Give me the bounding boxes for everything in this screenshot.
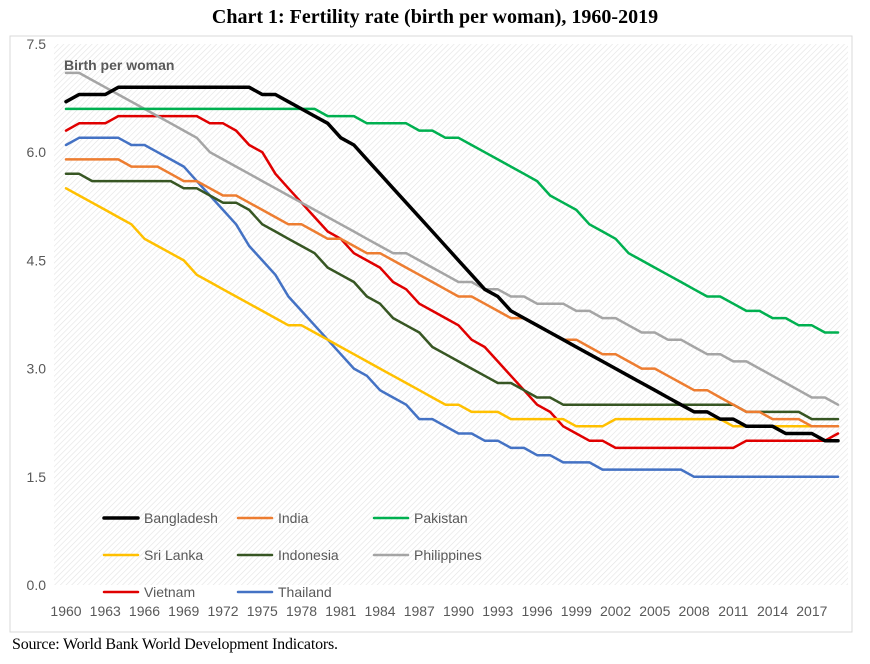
x-tick-label: 1966: [129, 603, 160, 619]
legend-label: Philippines: [414, 547, 482, 563]
legend-label: Indonesia: [278, 547, 339, 563]
series-line-thailand: [64, 136, 840, 479]
y-tick-label: 1.5: [27, 469, 47, 485]
x-tick-label: 1960: [50, 603, 81, 619]
series-line-sri-lanka: [64, 187, 840, 428]
x-tick-label: 1984: [364, 603, 395, 619]
series-line-bangladesh: [64, 85, 840, 443]
y-axis-label: Birth per woman: [64, 57, 174, 73]
x-tick-label: 1975: [247, 603, 278, 619]
legend-label: Vietnam: [144, 584, 195, 600]
plot-area: [54, 44, 848, 585]
y-tick-label: 4.5: [27, 252, 47, 268]
x-tick-label: 1993: [482, 603, 513, 619]
x-tick-label: 2011: [718, 603, 748, 619]
x-tick-label: 1987: [404, 603, 435, 619]
y-tick-label: 6.0: [27, 144, 47, 160]
x-tick-label: 1978: [286, 603, 317, 619]
x-tick-label: 1990: [443, 603, 474, 619]
series-line-indonesia: [64, 172, 840, 421]
x-tick-label: 2008: [678, 603, 709, 619]
legend-label: Thailand: [278, 584, 332, 600]
x-tick-label: 1963: [90, 603, 121, 619]
x-tick-label: 2014: [757, 603, 788, 619]
chart-title: Chart 1: Fertility rate (birth per woman…: [211, 6, 659, 28]
x-tick-label: 1999: [561, 603, 592, 619]
y-tick-label: 7.5: [27, 36, 47, 52]
x-tick-label: 1981: [325, 603, 356, 619]
legend-label: Bangladesh: [144, 510, 218, 526]
source-note: Source: World Bank World Development Ind…: [12, 636, 338, 653]
y-tick-label: 3.0: [27, 361, 47, 377]
x-tick-label: 2017: [796, 603, 827, 619]
x-tick-label: 1996: [521, 603, 552, 619]
legend-label: Pakistan: [414, 510, 468, 526]
legend-label: Sri Lanka: [144, 547, 203, 563]
series-line-philippines: [64, 71, 840, 406]
series-line-india: [64, 158, 840, 428]
x-tick-label: 2005: [639, 603, 670, 619]
legend-label: India: [278, 510, 309, 526]
x-tick-label: 1972: [207, 603, 238, 619]
series-line-vietnam: [64, 114, 840, 450]
series-line-pakistan: [64, 107, 840, 334]
y-tick-label: 0.0: [27, 577, 47, 593]
x-tick-label: 2002: [600, 603, 631, 619]
x-tick-label: 1969: [168, 603, 199, 619]
